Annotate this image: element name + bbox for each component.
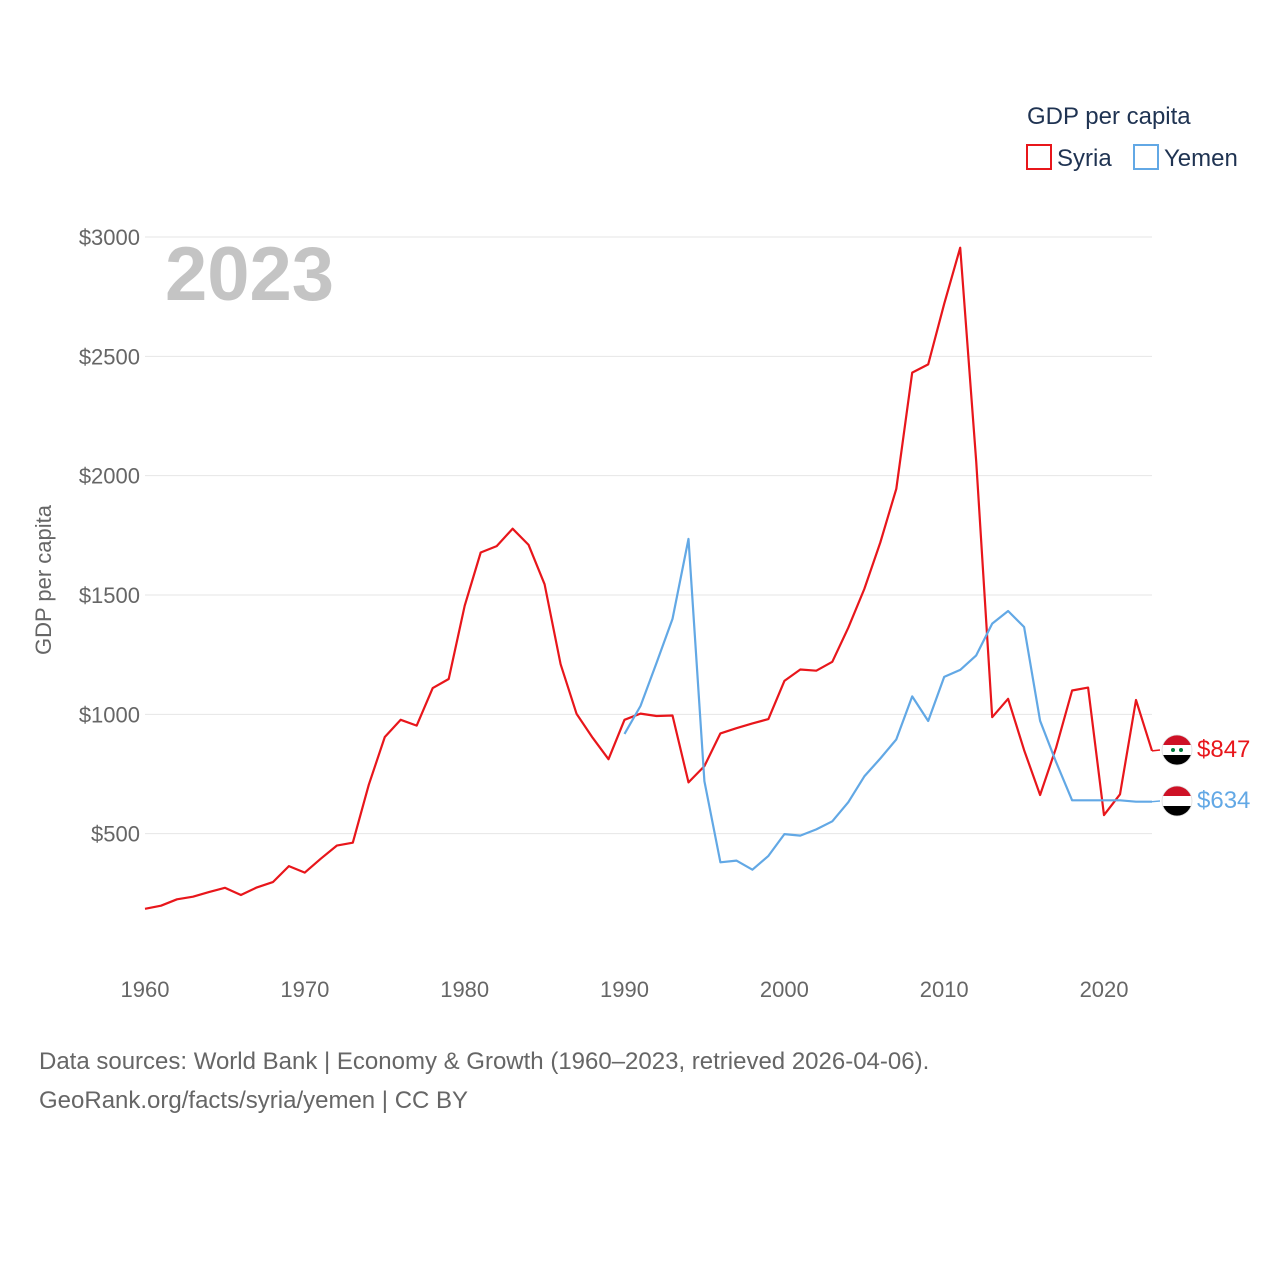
- x-tick-label: 1960: [121, 977, 170, 1002]
- y-tick-label: $1000: [79, 702, 140, 727]
- y-axis-ticks: $500 $1000 $1500 $2000 $2500 $3000: [79, 225, 140, 847]
- end-connector-yemen: [1151, 800, 1161, 803]
- legend: GDP per capita Syria Yemen: [1026, 103, 1238, 172]
- y-tick-label: $2500: [79, 344, 140, 369]
- end-connector-syria: [1151, 749, 1161, 752]
- x-tick-label: 1980: [440, 977, 489, 1002]
- legend-label-yemen[interactable]: Yemen: [1164, 145, 1238, 172]
- legend-label-syria[interactable]: Syria: [1057, 145, 1112, 172]
- x-tick-label: 1990: [600, 977, 649, 1002]
- yemen-flag-icon: [1161, 785, 1193, 817]
- x-axis-ticks: 1960 1970 1980 1990 2000 2010 2020: [121, 977, 1129, 1002]
- y-axis-label: GDP per capita: [31, 504, 56, 655]
- series-line-yemen: [623, 537, 1152, 871]
- x-tick-label: 2000: [760, 977, 809, 1002]
- y-tick-label: $2000: [79, 464, 140, 489]
- year-watermark: 2023: [165, 232, 334, 317]
- series-lines: [144, 246, 1154, 910]
- x-tick-label: 2020: [1080, 977, 1129, 1002]
- gridlines: [145, 236, 1152, 835]
- legend-title: GDP per capita: [1027, 103, 1191, 130]
- footer-sources: Data sources: World Bank | Economy & Gro…: [39, 1048, 930, 1075]
- end-value-yemen: $634: [1197, 787, 1250, 814]
- y-tick-label: $3000: [79, 225, 140, 250]
- y-tick-label: $500: [91, 822, 140, 847]
- legend-swatch-syria[interactable]: [1026, 144, 1052, 170]
- syria-flag-icon: [1161, 734, 1193, 766]
- series-end-labels: $847 $634: [1151, 734, 1250, 817]
- y-tick-label: $1500: [79, 583, 140, 608]
- x-tick-label: 2010: [920, 977, 969, 1002]
- footer-link[interactable]: GeoRank.org/facts/syria/yemen | CC BY: [39, 1087, 469, 1114]
- footer: Data sources: World Bank | Economy & Gro…: [39, 1042, 929, 1120]
- end-value-syria: $847: [1197, 736, 1250, 763]
- x-tick-label: 1970: [280, 977, 329, 1002]
- series-line-syria: [144, 246, 1154, 910]
- legend-swatch-yemen[interactable]: [1133, 144, 1159, 170]
